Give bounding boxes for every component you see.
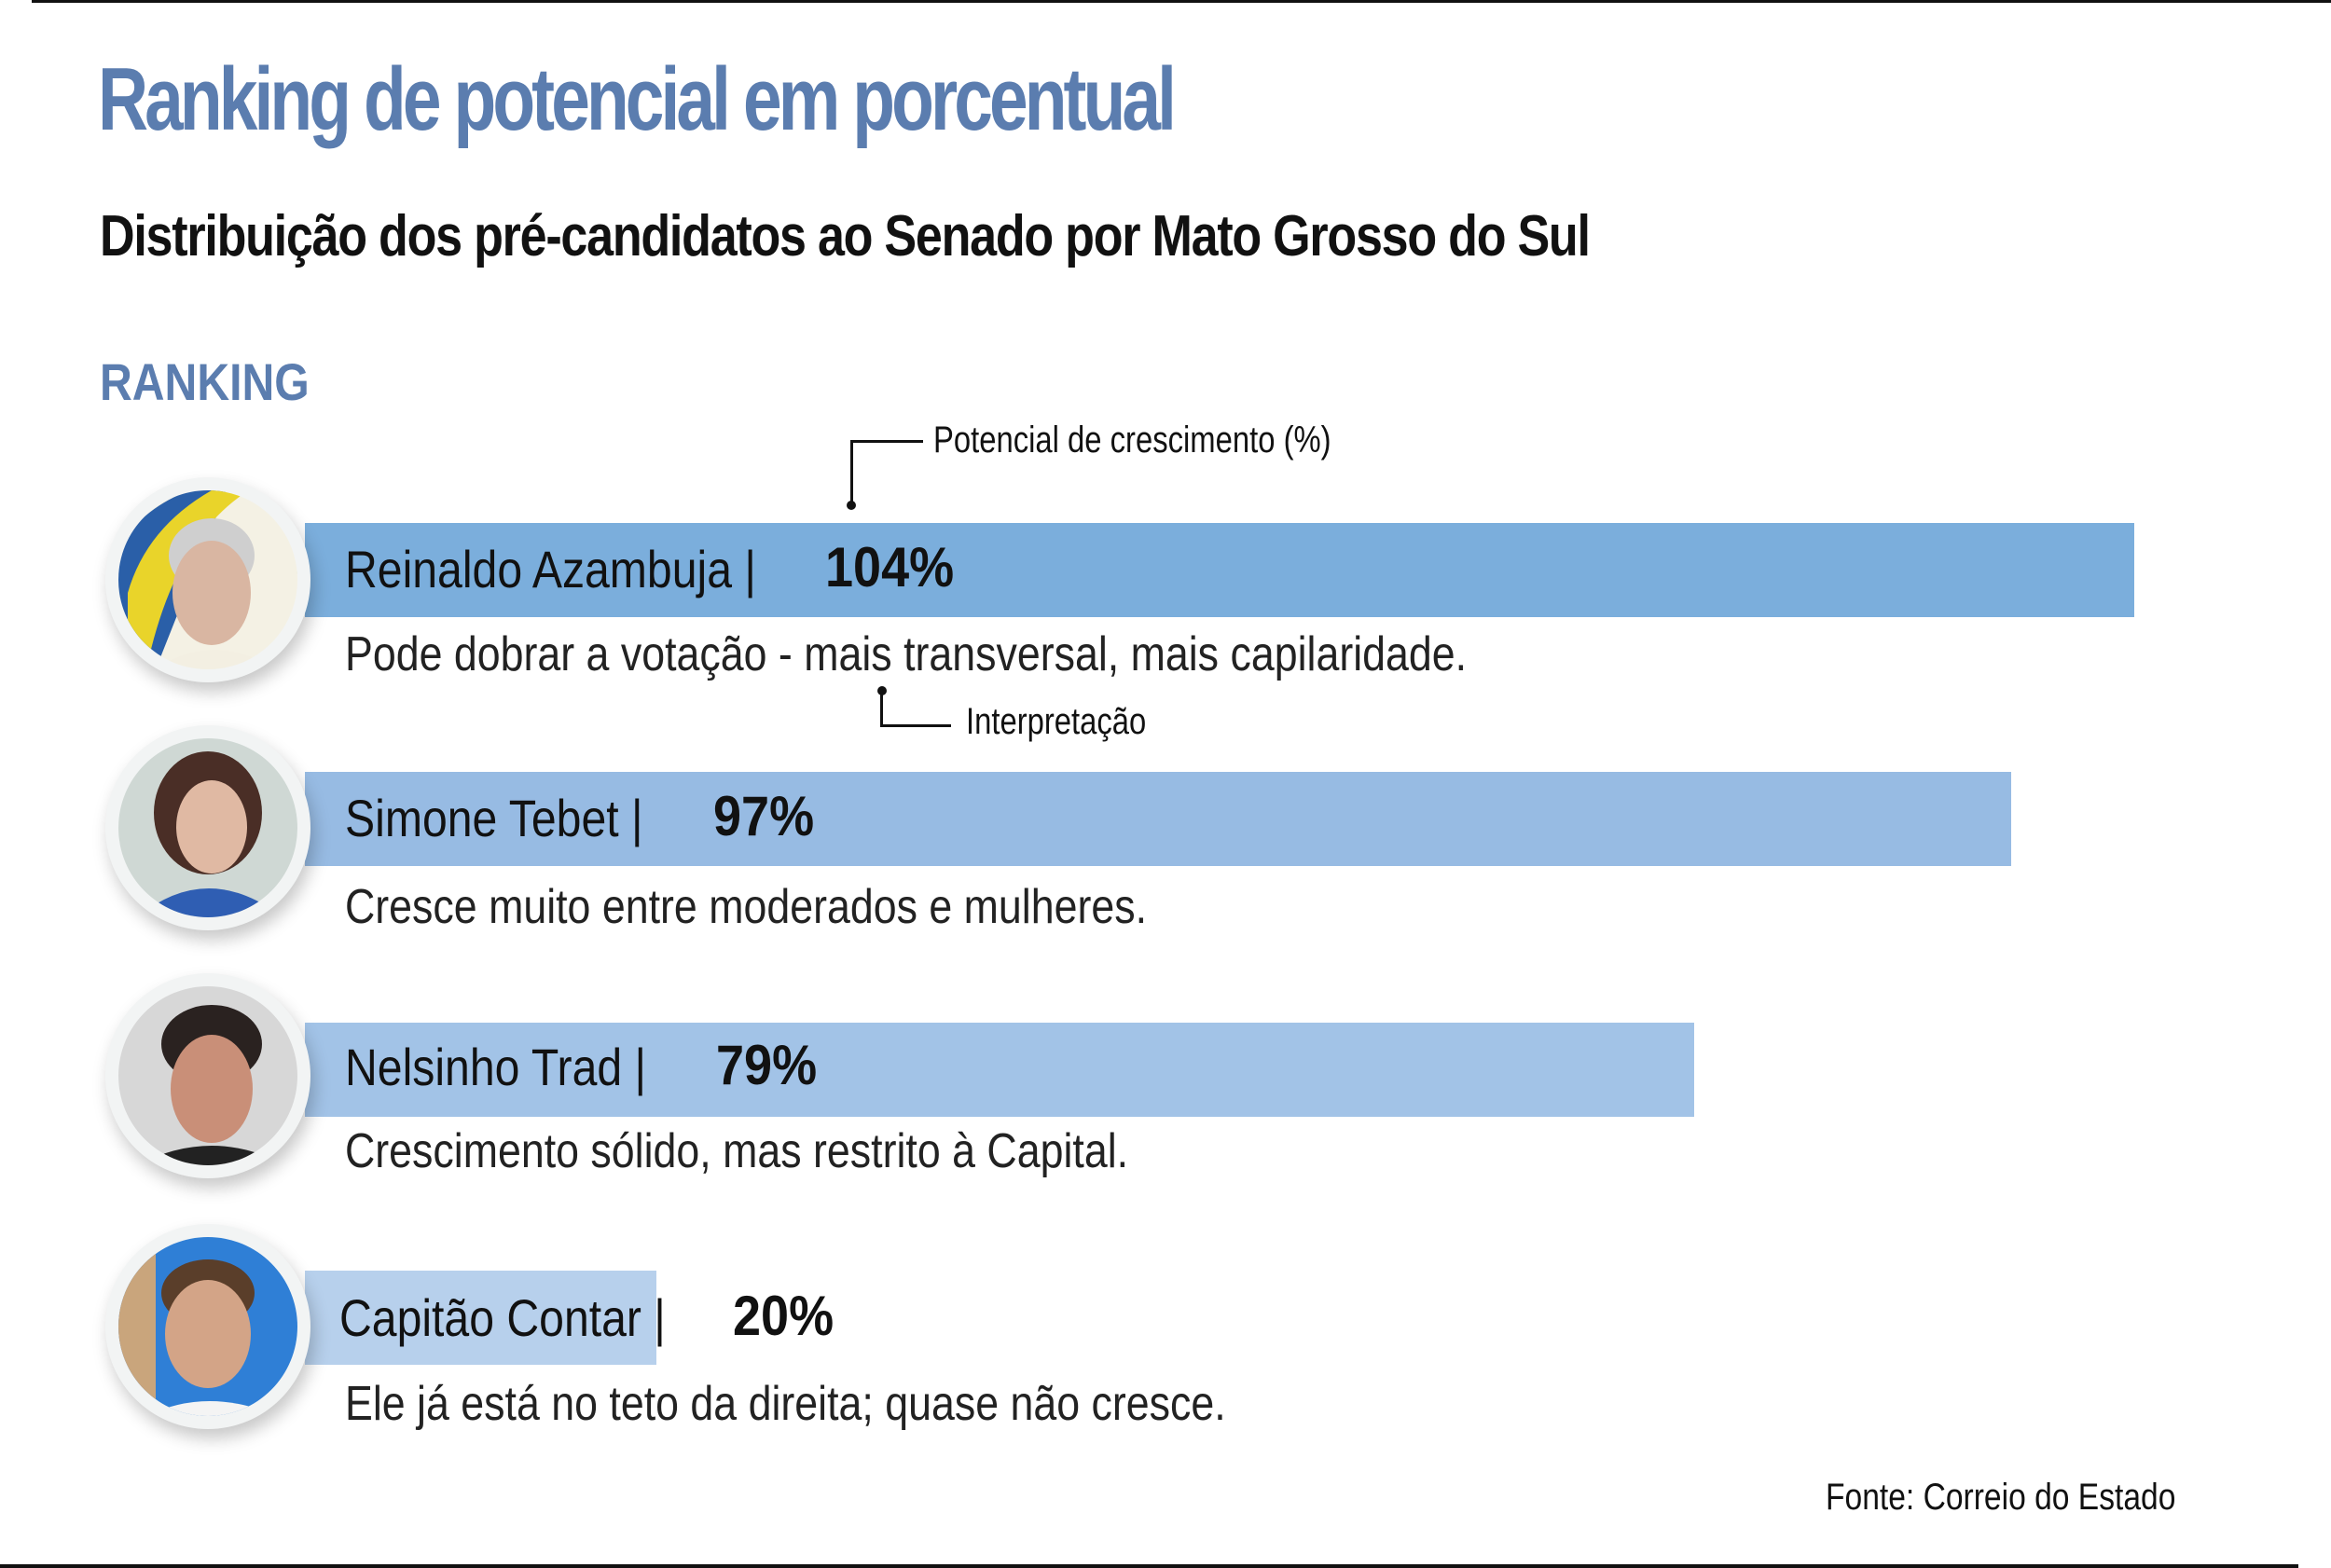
candidate-name: Capitão Contar | [339,1288,666,1347]
candidate-interpretation: Crescimento sólido, mas restrito à Capit… [345,1124,1129,1178]
candidate-photo [105,973,310,1178]
bar-capit-o-contar [305,1271,656,1365]
candidate-name: Reinaldo Azambuja | [345,540,756,598]
interpretation-annotation-vline [880,690,883,727]
candidate-name: Simone Tebet | [345,789,643,847]
growth-annotation-dot [847,501,856,510]
portrait-icon [118,1237,297,1416]
portrait-icon [118,490,297,669]
portrait-icon [118,738,297,917]
interpretation-annotation-hline [880,724,951,727]
candidate-percent: 20% [733,1285,834,1347]
growth-annotation-vline [850,440,853,505]
source-note: Fonte: Correio do Estado [1826,1477,2176,1518]
portrait-icon [118,986,297,1165]
bar-simone-tebet [305,772,2011,866]
chart-subtitle: Distribuição dos pré-candidatos ao Senad… [100,204,1591,268]
candidate-interpretation: Ele já está no teto da direita; quase nã… [345,1377,1226,1431]
bottom-rule [0,1564,2298,1568]
candidate-percent: 104% [825,536,955,598]
bar-reinaldo-azambuja [305,523,2134,617]
candidate-interpretation: Cresce muito entre moderados e mulheres. [345,880,1148,934]
chart-title: Ranking de potencial em porcentual [98,49,1177,149]
candidate-percent: 79% [716,1034,818,1096]
candidate-name: Nelsinho Trad | [345,1038,647,1096]
interpretation-annotation-label: Interpretação [966,701,1147,742]
candidate-photo [105,1224,310,1429]
candidate-photo [105,725,310,930]
bar-nelsinho-trad [305,1023,1694,1117]
candidate-percent: 97% [713,785,815,847]
candidate-photo [105,477,310,682]
growth-annotation-hline [850,440,923,443]
candidate-interpretation: Pode dobrar a votação - mais transversal… [345,627,1468,681]
section-label: RANKING [100,352,310,411]
top-rule [32,0,2331,3]
growth-annotation-label: Potencial de crescimento (%) [933,420,1331,461]
